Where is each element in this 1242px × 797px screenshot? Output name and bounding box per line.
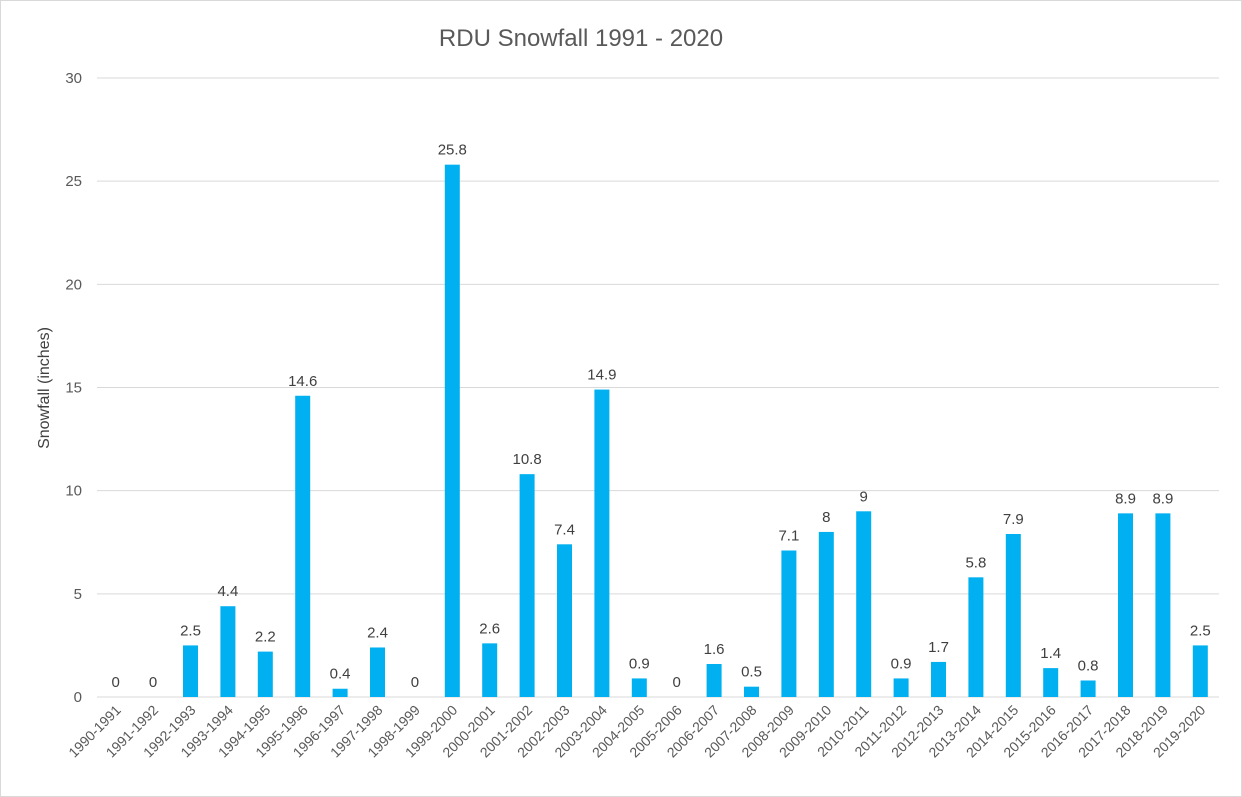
- data-label: 0: [149, 674, 157, 691]
- bar: [1043, 668, 1059, 697]
- y-axis-label: Snowfall (inches): [36, 327, 53, 449]
- bar: [818, 531, 834, 697]
- data-label: 1.7: [928, 639, 949, 656]
- data-label: 8.9: [1152, 490, 1173, 507]
- bar: [557, 544, 572, 697]
- bar: [968, 577, 984, 697]
- data-label: 0: [673, 674, 681, 691]
- data-label: 0: [112, 674, 120, 691]
- data-label: 9: [860, 488, 868, 505]
- data-label: 4.4: [217, 583, 238, 600]
- y-tick-label: 0: [74, 689, 82, 706]
- bar: [257, 651, 273, 697]
- y-tick-label: 5: [74, 586, 82, 603]
- data-label: 14.6: [288, 373, 317, 390]
- bar: [631, 678, 647, 697]
- data-label: 7.1: [778, 528, 799, 545]
- data-label: 8.9: [1115, 490, 1136, 507]
- data-label: 0: [411, 674, 419, 691]
- data-label: 0.9: [891, 655, 912, 672]
- bar: [220, 606, 236, 697]
- bar: [1080, 680, 1096, 697]
- bars: [183, 164, 1208, 697]
- bar: [893, 678, 909, 697]
- data-label: 0.8: [1078, 657, 1099, 674]
- bar: [1118, 513, 1133, 697]
- data-label: 1.6: [704, 641, 725, 658]
- data-label: 5.8: [965, 554, 986, 571]
- bar: [519, 474, 535, 697]
- bar: [1005, 533, 1021, 697]
- data-labels: 0 0 2.5 4.4 2.2 14.6 0.4 2.4 0 25.8 2.6 10.8 7.4 14.9…: [112, 142, 1211, 691]
- bar: [370, 647, 385, 697]
- data-label: 0.5: [741, 664, 762, 681]
- data-label: 8: [822, 509, 830, 526]
- data-label: 14.9: [587, 367, 616, 384]
- data-label: 0.4: [330, 666, 351, 683]
- bar: [332, 688, 348, 697]
- chart-title: RDU Snowfall 1991 - 2020: [439, 25, 723, 52]
- data-label: 2.4: [367, 624, 388, 641]
- y-tick-label: 15: [65, 380, 82, 397]
- data-label: 1.4: [1040, 645, 1061, 662]
- bar: [295, 395, 311, 697]
- bar: [1192, 645, 1208, 697]
- y-tick-label: 30: [65, 70, 82, 87]
- bar: [781, 550, 797, 697]
- y-tick-label: 20: [65, 276, 82, 293]
- data-label: 0.9: [629, 655, 650, 672]
- gridlines: [97, 77, 1219, 698]
- data-label: 7.4: [554, 521, 575, 538]
- bar: [931, 661, 946, 697]
- data-label: 2.5: [1190, 622, 1211, 639]
- bar: [444, 164, 460, 697]
- bar: [1155, 513, 1171, 697]
- y-tick-label: 10: [65, 483, 82, 500]
- data-label: 7.9: [1003, 511, 1024, 528]
- bar: [744, 686, 759, 697]
- data-label: 2.5: [180, 622, 201, 639]
- bar: [856, 511, 872, 697]
- y-tick-label: 25: [65, 173, 82, 190]
- x-axis-ticks: 1990-19911991-19921992-19931993-19941994…: [65, 702, 1208, 761]
- data-label: 10.8: [512, 451, 541, 468]
- bar: [594, 389, 610, 697]
- data-label: 2.2: [255, 629, 276, 646]
- bar: [706, 663, 722, 697]
- bar: [183, 645, 198, 697]
- data-label: 2.6: [479, 620, 500, 637]
- bar: [482, 643, 498, 697]
- y-axis-ticks: 0 5 10 15 20 25 30: [65, 70, 82, 706]
- data-label: 25.8: [438, 142, 467, 159]
